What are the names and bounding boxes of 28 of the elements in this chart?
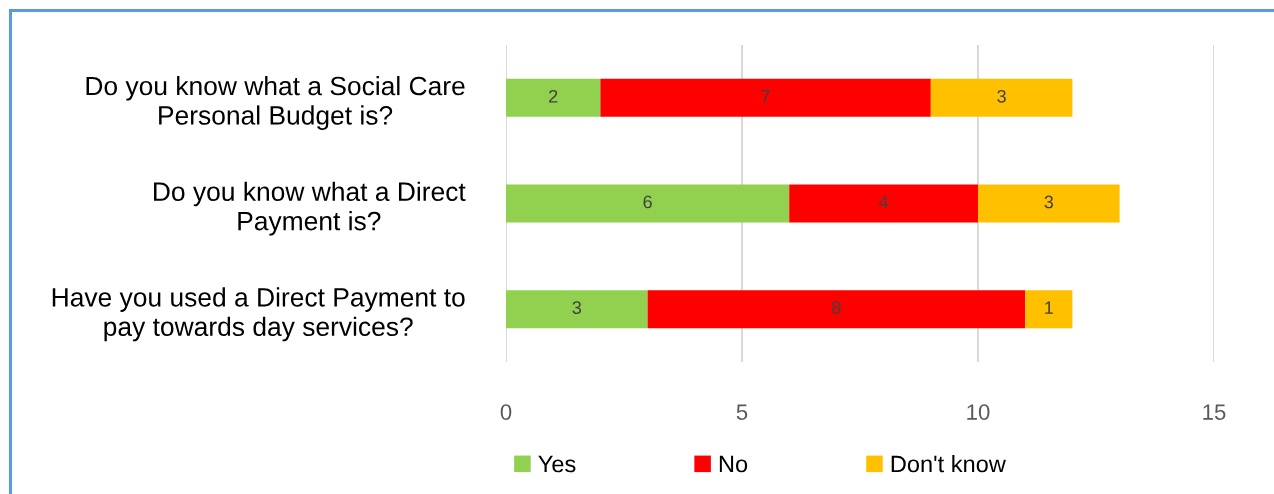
data-label: 3 <box>572 301 582 315</box>
x-tick-label: 15 <box>1203 404 1226 420</box>
bar <box>978 184 1120 223</box>
data-label: 3 <box>997 89 1006 103</box>
bar <box>506 290 648 329</box>
bar <box>930 78 1073 117</box>
data-label: 4 <box>878 195 889 209</box>
data-label: 2 <box>549 89 558 103</box>
data-label: 3 <box>1044 195 1054 209</box>
x-tick-label: 0 <box>500 404 512 420</box>
bar <box>789 184 978 223</box>
bar <box>647 290 1026 329</box>
bar <box>600 78 931 117</box>
bar <box>506 78 601 117</box>
y-tick-label: Do you know what a Social Care Personal Budget is? <box>86 75 465 130</box>
y-tick-label: Do you know what a Direct Payment is? <box>154 181 466 236</box>
legend-label: Yes <box>538 455 576 473</box>
data-label: 1 <box>1045 301 1053 314</box>
legend-label: No <box>719 455 748 473</box>
bar <box>506 184 790 223</box>
bar <box>1025 290 1073 329</box>
data-label: 8 <box>832 301 841 315</box>
legend-label: Don't know <box>891 454 1006 473</box>
y-tick-label: Have you used a Direct Payment to pay towards day services? <box>52 287 465 342</box>
data-label: 6 <box>643 195 652 209</box>
data-label: 7 <box>761 90 770 103</box>
x-tick-label: 10 <box>967 404 990 420</box>
x-tick-label: 5 <box>736 404 748 420</box>
